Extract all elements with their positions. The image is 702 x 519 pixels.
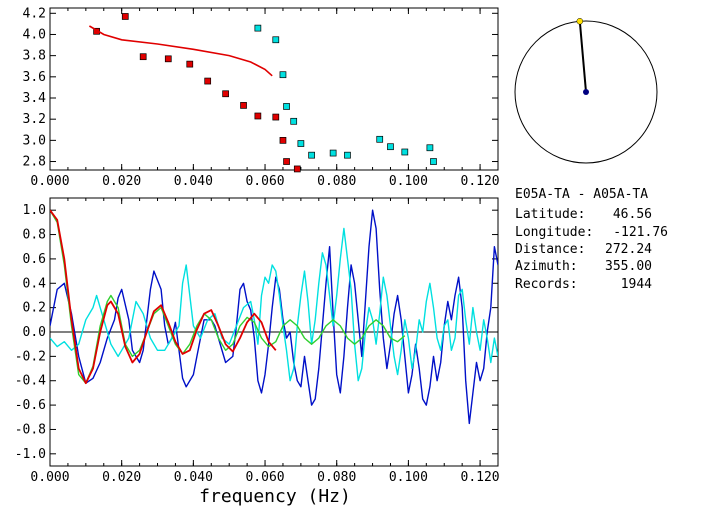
- y-tick-label: 0.4: [23, 276, 47, 291]
- green-coherence-curve: [50, 209, 406, 384]
- red-dispersion-point: [254, 112, 262, 120]
- cyan-dispersion-point: [329, 149, 337, 157]
- y-tick-label: 4.0: [23, 27, 46, 42]
- x-tick-label: 0.000: [30, 174, 69, 189]
- red-dispersion-point: [204, 77, 212, 85]
- cyan-dispersion-point: [387, 143, 394, 151]
- red-coherence-curve: [50, 209, 277, 385]
- y-tick-label: 3.2: [23, 112, 46, 127]
- red-dispersion-point: [121, 13, 129, 20]
- y-tick-label: 3.4: [23, 91, 47, 106]
- x-tick-label: 0.000: [30, 470, 69, 485]
- x-tick-label: 0.060: [245, 470, 284, 485]
- red-dispersion-point: [272, 113, 280, 121]
- cyan-dispersion-point: [401, 148, 409, 156]
- red-dispersion-point: [283, 158, 290, 165]
- y-tick-label: -0.8: [15, 422, 46, 437]
- distance-value: 272.24: [605, 242, 652, 257]
- cyan-dispersion-point: [430, 158, 437, 165]
- cyan-dispersion-point: [272, 36, 280, 44]
- records-value: 1944: [621, 277, 652, 292]
- y-tick-label: 1.0: [23, 203, 46, 218]
- y-tick-label: 4.2: [23, 6, 46, 21]
- y-tick-label: -0.2: [15, 349, 46, 364]
- station-pair: E05A-TA - A05A-TA: [515, 187, 648, 202]
- y-tick-label: 3.6: [23, 70, 46, 85]
- red-dispersion-point: [293, 165, 301, 173]
- y-tick-label: -1.0: [15, 447, 46, 462]
- center-marker-icon: [583, 89, 589, 95]
- azimuth-needle: [578, 21, 587, 93]
- x-tick-label: 0.120: [461, 470, 500, 485]
- red-dispersion-point: [240, 102, 247, 109]
- dispersion-panel: 0.000 0.020 0.040 0.060 0.080 0.100 0.120 4.2 4.…: [23, 6, 500, 189]
- x-tick-label: 0.080: [317, 470, 356, 485]
- azimuth-value: 355.00: [605, 259, 652, 274]
- cyan-dispersion-point: [290, 117, 298, 125]
- cyan-dispersion-point: [283, 103, 290, 110]
- x-axis-title: frequency (Hz): [199, 486, 351, 507]
- x-tick-label: 0.040: [174, 174, 213, 189]
- plot-frame: [49, 7, 499, 171]
- y-tick-label: 0.2: [23, 301, 46, 316]
- x-tick-label: 0.120: [461, 174, 500, 189]
- red-dispersion-point: [279, 137, 287, 144]
- records-label: Records:: [515, 277, 578, 292]
- coherence-panel: 0.000 0.020 0.040 0.060 0.080 0.100 0.120 1.0 0.…: [15, 197, 500, 485]
- x-tick-label: 0.100: [389, 470, 428, 485]
- y-tick-label: 3.0: [23, 133, 46, 148]
- cyan-coherence-curve: [50, 227, 498, 382]
- x-tick-label: 0.020: [102, 174, 141, 189]
- y-tick-label: 0.0: [23, 325, 46, 340]
- cyan-dispersion-point: [297, 140, 305, 147]
- cyan-dispersion-point: [426, 144, 434, 152]
- x-tick-label: 0.060: [245, 174, 284, 189]
- red-dispersion-point: [186, 60, 194, 68]
- station-info: E05A-TA - A05A-TA Latitude: 46.56 Longit…: [515, 187, 668, 292]
- y-tick-label: 3.8: [23, 49, 46, 64]
- x-tick-label: 0.040: [174, 470, 213, 485]
- latitude-label: Latitude:: [515, 207, 585, 222]
- cyan-dispersion-point: [279, 71, 287, 79]
- dispersion-curve: [88, 25, 273, 77]
- x-tick-label: 0.080: [317, 174, 356, 189]
- azimuth-compass: [514, 18, 658, 164]
- compass-circle: [514, 20, 658, 164]
- x-tick-label: 0.020: [102, 470, 141, 485]
- station-marker-icon: [576, 18, 584, 25]
- longitude-value: -121.76: [613, 225, 668, 240]
- cyan-dispersion-point: [254, 24, 262, 32]
- cyan-dispersion-point: [308, 151, 315, 159]
- blue-coherence-curve: [50, 209, 498, 425]
- latitude-value: 46.56: [613, 207, 652, 222]
- y-tick-label: -0.6: [15, 398, 46, 413]
- cyan-dispersion-point: [344, 151, 351, 159]
- y-tick-label: 0.6: [23, 252, 46, 267]
- y-tick-label: 2.8: [23, 155, 46, 170]
- x-tick-label: 0.100: [389, 174, 428, 189]
- red-dispersion-point: [139, 53, 147, 61]
- red-dispersion-point: [222, 90, 229, 98]
- azimuth-label: Azimuth:: [515, 259, 578, 274]
- cyan-dispersion-point: [376, 135, 384, 143]
- longitude-label: Longitude:: [515, 225, 593, 240]
- red-dispersion-point: [164, 55, 172, 63]
- y-tick-label: 0.8: [23, 228, 46, 243]
- y-tick-label: -0.4: [15, 374, 46, 389]
- distance-label: Distance:: [515, 242, 585, 257]
